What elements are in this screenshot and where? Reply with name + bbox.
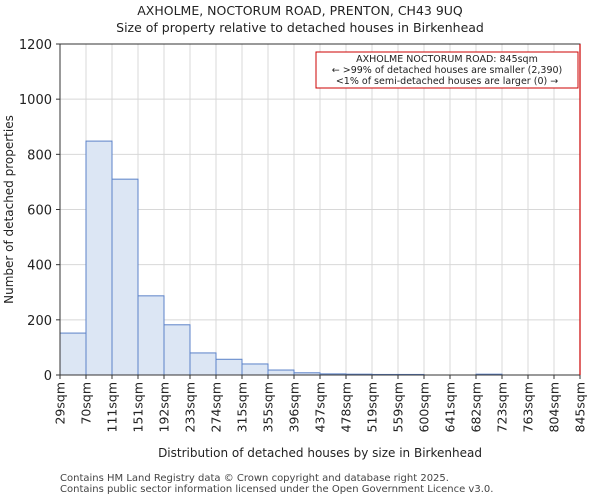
bars: [59, 140, 503, 376]
annotation-box: AXHOLME NOCTORUM ROAD: 845sqm ← >99% of …: [315, 51, 579, 89]
x-tick-label: 559sqm: [391, 382, 406, 432]
y-tick-label: 800: [27, 148, 52, 163]
y-tick-label: 400: [27, 259, 52, 274]
annotation-line-2: ← >99% of detached houses are smaller (2…: [332, 65, 563, 76]
y-tick-label: 1200: [19, 38, 52, 53]
bar-70sqm: [85, 140, 113, 376]
footer-licence: Contains public sector information licen…: [60, 484, 494, 495]
bar-151sqm: [137, 295, 165, 376]
chart-subtitle: Size of property relative to detached ho…: [116, 20, 484, 35]
bar-315sqm: [241, 363, 269, 376]
x-tick-label: 478sqm: [339, 382, 354, 432]
x-tick-label: 111sqm: [105, 382, 120, 432]
annotation-line-1: AXHOLME NOCTORUM ROAD: 845sqm: [356, 54, 538, 65]
y-tick-label: 200: [27, 314, 52, 329]
x-axis-ticks: 29sqm 70sqm 111sqm 151sqm 192sqm 233sqm 274sqm…: [53, 375, 588, 432]
x-tick-label: 641sqm: [443, 382, 458, 432]
bar-29sqm: [59, 332, 87, 376]
x-tick-label: 274sqm: [209, 382, 224, 432]
y-tick-label: 0: [44, 369, 52, 384]
y-tick-label: 1000: [19, 93, 52, 108]
annotation-line-3: <1% of semi-detached houses are larger (…: [336, 76, 558, 87]
y-axis-ticks: 0 200 400 600 800 1000 1200: [19, 38, 60, 384]
chart-title: AXHOLME, NOCTORUM ROAD, PRENTON, CH43 9U…: [137, 3, 463, 18]
bar-111sqm: [111, 178, 139, 376]
bar-233sqm: [189, 352, 217, 376]
x-tick-label: 192sqm: [157, 382, 172, 432]
x-tick-label: 151sqm: [131, 382, 146, 432]
x-tick-label: 804sqm: [547, 382, 562, 432]
x-axis-label: Distribution of detached houses by size …: [158, 446, 482, 460]
x-tick-label: 355sqm: [261, 382, 276, 432]
x-tick-label: 723sqm: [495, 382, 510, 432]
x-tick-label: 519sqm: [365, 382, 380, 432]
bar-274sqm: [215, 358, 243, 376]
x-tick-label: 233sqm: [183, 382, 198, 432]
bar-355sqm: [267, 369, 295, 376]
footer-copyright: Contains HM Land Registry data © Crown c…: [60, 473, 449, 484]
x-tick-label: 682sqm: [469, 382, 484, 432]
x-tick-label: 70sqm: [79, 382, 94, 425]
x-tick-label: 763sqm: [521, 382, 536, 432]
annotation-frame: [315, 51, 579, 89]
y-tick-label: 600: [27, 204, 52, 219]
x-tick-label: 315sqm: [235, 382, 250, 432]
x-tick-label: 600sqm: [417, 382, 432, 432]
y-axis-label: Number of detached properties: [2, 115, 16, 304]
x-tick-label: 437sqm: [313, 382, 328, 432]
x-tick-label: 29sqm: [53, 382, 68, 425]
x-tick-label: 396sqm: [287, 382, 302, 432]
bar-192sqm: [163, 324, 191, 376]
x-tick-label: 845sqm: [573, 382, 588, 432]
